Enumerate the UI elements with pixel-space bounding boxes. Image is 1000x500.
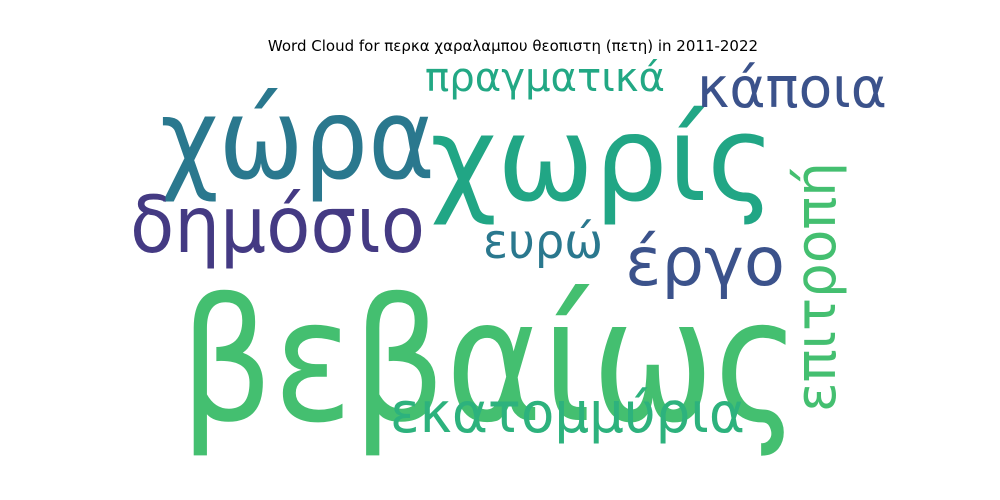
word-9: πραγματικά <box>425 55 665 101</box>
word-10: ευρώ <box>483 214 603 270</box>
word-2: χωρίς <box>430 90 775 228</box>
word-8: κάποια <box>697 56 887 121</box>
word-7: επιτροπή <box>784 162 849 412</box>
word-5: εκατομμύρια <box>390 381 745 446</box>
word-3: χώρα <box>160 75 435 205</box>
word-4: δημόσιο <box>130 181 425 271</box>
word-6: έργο <box>625 223 785 302</box>
chart-title: Word Cloud for περκα χαραλαμπου θεοπιστη… <box>267 37 759 55</box>
word-1: βεβαίως <box>180 263 800 461</box>
